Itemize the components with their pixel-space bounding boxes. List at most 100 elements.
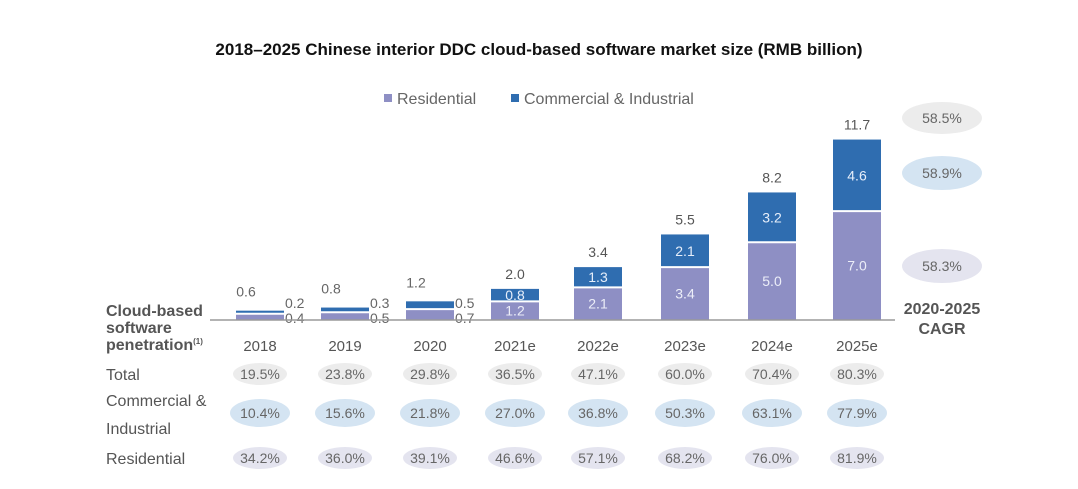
total-label: 0.8 [321, 281, 341, 297]
penetration-value: 27.0% [495, 405, 535, 421]
penetration-bubble [830, 447, 884, 469]
x-tick-labels: 2018 2019 2020 2021e 2022e 2023e 2024e 2025e [243, 338, 878, 355]
penetration-bubble [745, 447, 799, 469]
x-tick-label: 2023e [664, 338, 706, 355]
bar-commercial-industrial [661, 234, 709, 268]
penetration-bubble [318, 447, 372, 469]
x-tick-label: 2024e [751, 338, 793, 355]
value-label-commercial-industrial: 0.3 [370, 295, 390, 311]
table-header-line: penetration(1) [106, 337, 203, 354]
bar-commercial-industrial [491, 288, 539, 302]
value-label-commercial-industrial: 1.3 [588, 269, 608, 285]
cagr-commercial-industrial-value: 58.9% [922, 165, 962, 181]
bar-residential [833, 211, 881, 320]
bar-residential [661, 267, 709, 320]
table-header-line: software [106, 320, 172, 337]
x-tick-label: 2020 [413, 338, 446, 355]
x-tick-label: 2022e [577, 338, 619, 355]
penetration-bubble [655, 399, 715, 427]
penetration-bubble [318, 363, 372, 385]
penetration-value: 63.1% [752, 405, 792, 421]
cagr-total-bubble [902, 102, 982, 134]
legend-label: Commercial & Industrial [524, 91, 694, 108]
cagr-residential-value: 58.3% [922, 258, 962, 274]
penetration-value: 36.8% [578, 405, 618, 421]
chart-title: 2018–2025 Chinese interior DDC cloud-bas… [215, 40, 863, 59]
cagr-label: CAGR [918, 321, 966, 338]
penetration-value: 36.5% [495, 366, 535, 382]
penetration-value: 29.8% [410, 366, 450, 382]
bar-commercial-industrial [236, 310, 284, 314]
bar-residential [748, 242, 796, 320]
cagr-label: 2020-2025 [904, 301, 981, 318]
penetration-value: 23.8% [325, 366, 365, 382]
value-label-residential: 3.4 [675, 286, 695, 302]
penetration-bubble [568, 399, 628, 427]
total-label: 5.5 [675, 211, 695, 227]
penetration-bubble [742, 399, 802, 427]
total-label: 11.7 [844, 117, 870, 133]
penetration-value: 36.0% [325, 450, 365, 466]
penetration-value: 60.0% [665, 366, 705, 382]
penetration-bubble [400, 399, 460, 427]
penetration-bubble [827, 399, 887, 427]
penetration-bubble [403, 447, 457, 469]
value-label-commercial-industrial: 0.8 [505, 287, 525, 303]
penetration-bubble [230, 399, 290, 427]
value-label-residential: 0.5 [370, 310, 390, 326]
x-tick-label: 2019 [328, 338, 361, 355]
value-label-residential: 5.0 [762, 273, 782, 289]
bar-commercial-industrial [406, 301, 454, 310]
penetration-bubble [658, 363, 712, 385]
penetration-value: 70.4% [752, 366, 792, 382]
value-label-commercial-industrial: 2.1 [675, 243, 695, 259]
bar-residential [236, 313, 284, 320]
penetration-value: 80.3% [837, 366, 877, 382]
value-label-residential: 1.2 [505, 303, 525, 319]
bar-residential [406, 309, 454, 320]
table-header-line: Cloud-based [106, 303, 203, 320]
legend-swatch-commercial-industrial [511, 94, 519, 102]
legend-label: Residential [397, 91, 476, 108]
row-label: Commercial & [106, 393, 207, 410]
value-label-residential: 2.1 [588, 296, 608, 312]
cagr-total-value: 58.5% [922, 110, 962, 126]
penetration-bubble [485, 399, 545, 427]
bars: 0.60.20.40.80.30.51.20.50.72.00.81.23.41… [236, 117, 881, 326]
value-label-commercial-industrial: 4.6 [847, 167, 867, 183]
legend: Residential Commercial & Industrial [384, 91, 694, 108]
penetration-bubble [571, 447, 625, 469]
bar-residential [491, 301, 539, 320]
penetration-value: 46.6% [495, 450, 535, 466]
penetration-bubble [571, 363, 625, 385]
penetration-value: 77.9% [837, 405, 877, 421]
total-label: 1.2 [406, 274, 426, 290]
x-tick-label: 2025e [836, 338, 878, 355]
penetration-value: 15.6% [325, 405, 365, 421]
penetration-value: 81.9% [837, 450, 877, 466]
total-label: 2.0 [505, 266, 525, 282]
value-label-commercial-industrial: 0.2 [285, 295, 305, 311]
bar-commercial-industrial [833, 139, 881, 212]
value-label-commercial-industrial: 0.5 [455, 295, 475, 311]
penetration-value: 68.2% [665, 450, 705, 466]
cagr-residential-bubble [902, 249, 982, 283]
penetration-value: 19.5% [240, 366, 280, 382]
bar-commercial-industrial [321, 307, 369, 313]
bar-residential [321, 312, 369, 320]
legend-swatch-residential [384, 94, 392, 102]
total-label: 0.6 [236, 284, 256, 300]
row-label: Residential [106, 451, 185, 468]
total-label: 8.2 [762, 169, 782, 185]
bar-residential [574, 287, 622, 320]
value-label-residential: 0.4 [285, 310, 305, 326]
row-label: Industrial [106, 421, 171, 438]
x-tick-label: 2021e [494, 338, 536, 355]
bar-commercial-industrial [748, 192, 796, 243]
penetration-bubble [830, 363, 884, 385]
row-label: Total [106, 367, 140, 384]
value-label-residential: 0.7 [455, 310, 475, 326]
penetration-bubble [315, 399, 375, 427]
